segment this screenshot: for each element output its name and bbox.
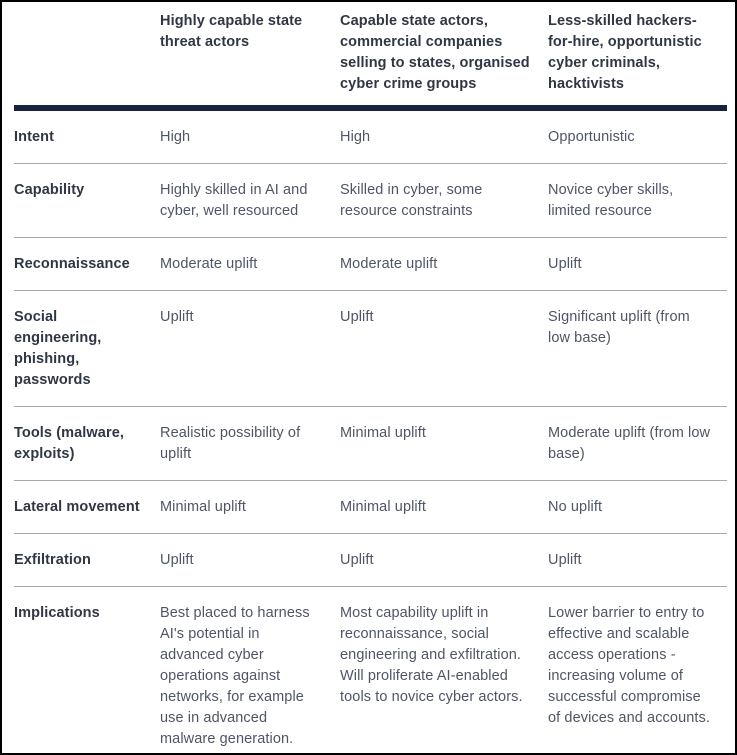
row-label: Tools (malware, exploits) [14,406,160,481]
table-body: Intent High High Opportunistic Capabilit… [14,107,727,753]
cell-capable-state: Most capability uplift in reconnaissance… [340,586,548,753]
cell-highly-capable: High [160,107,340,164]
cell-capable-state: Uplift [340,533,548,587]
cell-less-skilled: Uplift [548,533,727,587]
cell-highly-capable: Uplift [160,290,340,407]
cell-less-skilled: No uplift [548,480,727,534]
header-row: Highly capable state threat actors Capab… [14,2,727,111]
cell-capable-state: High [340,107,548,164]
cell-capable-state: Minimal uplift [340,480,548,534]
row-label: Exfiltration [14,533,160,587]
column-header-less-skilled: Less-skilled hackers-for-hire, opportuni… [548,2,727,111]
cell-less-skilled: Significant uplift (from low base) [548,290,727,407]
row-label: Reconnaissance [14,237,160,291]
table-row: Intent High High Opportunistic [14,107,727,164]
cell-capable-state: Uplift [340,290,548,407]
corner-cell [14,2,160,111]
cell-highly-capable: Minimal uplift [160,480,340,534]
cell-highly-capable: Moderate uplift [160,237,340,291]
table-row: Tools (malware, exploits) Realistic poss… [14,406,727,481]
cell-less-skilled: Opportunistic [548,107,727,164]
table-row: Social engineering, phishing, passwords … [14,290,727,407]
cell-less-skilled: Moderate uplift (from low base) [548,406,727,481]
table-row: Lateral movement Minimal uplift Minimal … [14,480,727,534]
row-label: Implications [14,586,160,753]
table-row: Reconnaissance Moderate uplift Moderate … [14,237,727,291]
cell-less-skilled: Novice cyber skills, limited resource [548,163,727,238]
row-label: Intent [14,107,160,164]
row-label: Lateral movement [14,480,160,534]
comparison-table: Highly capable state threat actors Capab… [14,2,727,753]
cell-highly-capable: Uplift [160,533,340,587]
cell-highly-capable: Highly skilled in AI and cyber, well res… [160,163,340,238]
table-row: Implications Best placed to harness AI's… [14,586,727,753]
column-header-highly-capable: Highly capable state threat actors [160,2,340,111]
cell-capable-state: Minimal uplift [340,406,548,481]
cell-capable-state: Moderate uplift [340,237,548,291]
cell-highly-capable: Realistic possibility of uplift [160,406,340,481]
cell-capable-state: Skilled in cyber, some resource constrai… [340,163,548,238]
cell-less-skilled: Uplift [548,237,727,291]
row-label: Social engineering, phishing, passwords [14,290,160,407]
table-row: Capability Highly skilled in AI and cybe… [14,163,727,238]
cell-highly-capable: Best placed to harness AI's potential in… [160,586,340,753]
cell-less-skilled: Lower barrier to entry to effective and … [548,586,727,753]
column-header-capable-state: Capable state actors, commercial compani… [340,2,548,111]
table-row: Exfiltration Uplift Uplift Uplift [14,533,727,587]
row-label: Capability [14,163,160,238]
